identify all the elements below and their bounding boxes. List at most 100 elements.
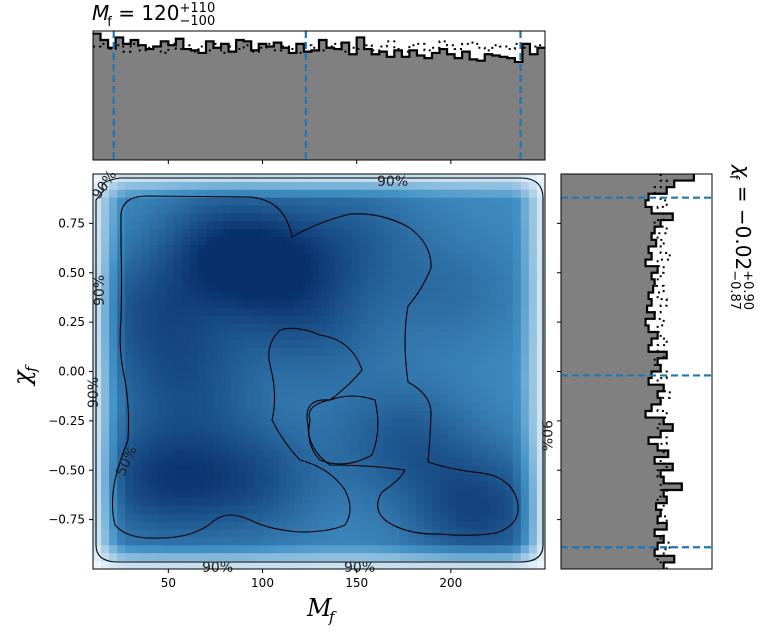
density-cell [488, 339, 498, 349]
density-cell [407, 513, 417, 523]
density-cell [165, 426, 175, 436]
density-cell [343, 221, 352, 230]
density-cell [448, 181, 457, 191]
density-cell [456, 324, 465, 333]
density-cell [206, 189, 215, 199]
density-cell [440, 434, 449, 444]
density-cell [157, 395, 167, 404]
density-cell [351, 355, 360, 365]
density-cell [262, 545, 272, 554]
density-cell [246, 253, 256, 262]
density-cell [383, 497, 393, 507]
density-cell [197, 276, 207, 286]
density-cell [327, 347, 336, 357]
density-cell [415, 411, 425, 420]
density-cell [383, 245, 393, 254]
density-cell [262, 332, 272, 341]
density-cell [504, 379, 514, 388]
density-cell [472, 411, 482, 420]
density-cell [375, 276, 385, 286]
density-cell [367, 418, 377, 428]
density-cell [125, 395, 134, 404]
density-cell [391, 237, 401, 246]
density-cell [399, 529, 409, 538]
density-cell [181, 434, 191, 444]
density-cell [93, 371, 102, 380]
density-cell [415, 418, 425, 428]
density-cell [310, 308, 320, 317]
density-cell [464, 387, 473, 396]
density-cell [407, 292, 417, 301]
density-cell [423, 411, 433, 420]
density-cell [464, 237, 473, 246]
density-cell [189, 426, 199, 436]
density-cell [222, 237, 231, 246]
density-cell [448, 197, 457, 207]
density-cell [448, 497, 457, 507]
density-cell [375, 411, 385, 420]
density-cell [141, 434, 151, 444]
density-cell [504, 253, 514, 262]
density-cell [149, 490, 159, 499]
density-cell [125, 300, 134, 309]
density-cell [520, 245, 530, 254]
density-cell [375, 442, 385, 452]
density-cell [383, 332, 393, 341]
density-cell [375, 300, 385, 309]
density-cell [246, 284, 256, 294]
density-cell [399, 482, 409, 491]
contour-label-90-bottom-right: 90% [344, 560, 375, 576]
density-cell [520, 529, 530, 538]
density-cell [310, 300, 320, 309]
density-cell [432, 324, 441, 333]
density-cell [286, 308, 296, 317]
density-cell [399, 497, 409, 507]
density-cell [520, 300, 530, 309]
density-cell [278, 181, 288, 191]
density-cell [262, 355, 272, 365]
density-cell [367, 268, 377, 278]
density-cell [230, 221, 239, 230]
density-cell [504, 426, 514, 436]
density-cell [343, 229, 352, 238]
density-cell [375, 181, 385, 191]
density-cell [383, 347, 393, 357]
density-cell [254, 300, 264, 309]
density-cell [197, 466, 207, 475]
density-cell [181, 276, 191, 286]
density-cell [173, 458, 183, 467]
density-cell [278, 403, 288, 412]
density-cell [214, 339, 223, 349]
density-cell [109, 347, 118, 357]
density-cell [278, 561, 288, 569]
density-cell [448, 292, 457, 301]
density-cell [480, 339, 490, 349]
density-cell [327, 276, 336, 286]
density-cell [536, 253, 545, 262]
density-cell [93, 426, 102, 436]
density-cell [302, 387, 312, 396]
density-cell [375, 418, 385, 428]
density-cell [173, 363, 183, 373]
density-cell [496, 466, 506, 475]
density-cell [327, 237, 336, 246]
density-cell [294, 497, 304, 507]
density-cell [456, 213, 465, 222]
density-cell [206, 458, 215, 467]
density-cell [399, 379, 409, 388]
density-cell [262, 300, 272, 309]
density-cell [536, 371, 545, 380]
density-cell [423, 213, 433, 222]
density-cell [327, 545, 336, 554]
density-cell [480, 505, 490, 515]
density-cell [536, 245, 545, 254]
density-cell [302, 466, 312, 475]
density-cell [125, 466, 134, 475]
density-cell [246, 537, 256, 546]
density-cell [520, 379, 530, 388]
density-cell [214, 332, 223, 341]
density-cell [415, 308, 425, 317]
density-cell [351, 450, 360, 459]
density-cell [214, 411, 223, 420]
density-cell [383, 181, 393, 191]
